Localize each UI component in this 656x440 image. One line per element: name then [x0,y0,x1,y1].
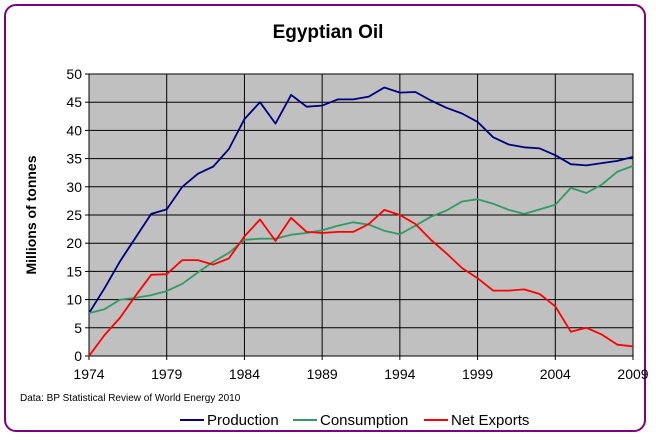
consumption-legend-label: Consumption [320,412,408,429]
y-axis-label: Millions of tonnes [23,155,39,274]
y-tick-label: 40 [66,122,82,138]
y-tick-label: 25 [66,207,82,223]
x-tick-label: 1974 [73,366,104,382]
y-tick-label: 5 [74,320,82,336]
x-tick-label: 1989 [307,366,338,382]
x-tick-label: 1979 [151,366,182,382]
y-tick-label: 10 [66,292,82,308]
x-tick-label: 2004 [540,366,571,382]
y-tick-label: 20 [66,235,82,251]
chart-title: Egyptian Oil [273,22,384,43]
net-exports-legend-label: Net Exports [451,412,529,429]
y-tick-label: 0 [74,348,82,364]
x-tick-label: 1994 [384,366,415,382]
x-tick-label: 1999 [462,366,493,382]
y-tick-label: 45 [66,94,82,110]
y-tick-label: 30 [66,179,82,195]
y-tick-label: 15 [66,263,82,279]
y-tick-label: 35 [66,151,82,167]
x-tick-label: 2009 [617,366,648,382]
y-tick-label: 50 [66,66,82,82]
consumption-line [88,165,634,314]
x-tick-label: 1984 [229,366,260,382]
production-line [88,86,634,314]
production-legend-label: Production [207,412,279,429]
source-note: Data: BP Statistical Review of World Ene… [20,393,241,404]
net-exports-line [88,208,634,357]
